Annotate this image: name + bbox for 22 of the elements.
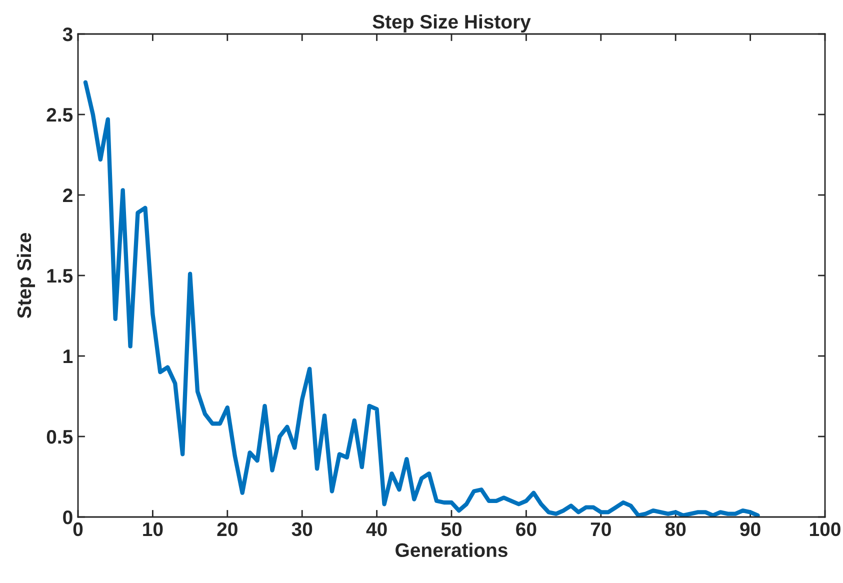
- x-tick-label: 50: [441, 522, 462, 536]
- x-tick-label: 70: [590, 522, 611, 536]
- x-tick-label: 30: [292, 522, 312, 536]
- y-tick-label: 0: [63, 510, 72, 524]
- y-tick-label: 2.5: [46, 108, 73, 122]
- y-tick-label: 0.5: [46, 430, 73, 444]
- y-tick-label: 1.5: [47, 269, 73, 283]
- chart-title: Step Size History: [372, 14, 531, 32]
- x-tick-label: 60: [516, 522, 536, 536]
- y-tick-label: 3: [62, 27, 72, 42]
- x-tick-label: 20: [217, 522, 238, 536]
- x-tick-label: 40: [366, 522, 387, 536]
- x-tick-label: 100: [810, 522, 840, 536]
- x-axis-title: Generations: [396, 542, 508, 558]
- line-series: [83, 80, 760, 517]
- y-tick-label: 1: [64, 350, 73, 364]
- x-tick-label: 80: [665, 522, 686, 536]
- y-axis-title: Step Size: [16, 232, 35, 318]
- x-tick-label: 90: [740, 522, 760, 536]
- x-tick-label: 10: [143, 522, 163, 536]
- y-tick-label: 2: [63, 188, 72, 202]
- x-tick-label: 0: [73, 522, 83, 536]
